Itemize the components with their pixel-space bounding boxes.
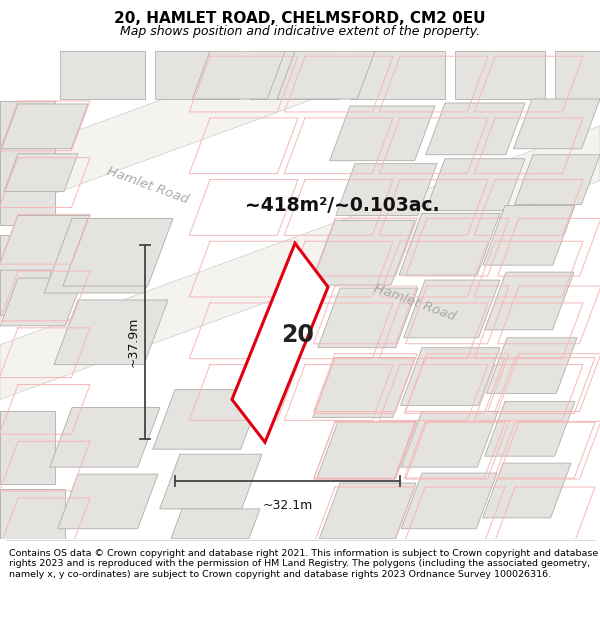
Text: Map shows position and indicative extent of the property.: Map shows position and indicative extent… [120,26,480,39]
Text: ~418m²/~0.103ac.: ~418m²/~0.103ac. [245,196,440,215]
Polygon shape [485,401,575,456]
Polygon shape [4,154,78,191]
Polygon shape [317,421,416,479]
Polygon shape [329,106,435,161]
Polygon shape [336,164,437,216]
Text: ~37.9m: ~37.9m [127,317,139,368]
Polygon shape [0,0,600,213]
Polygon shape [455,51,545,99]
Polygon shape [192,51,285,99]
Polygon shape [60,51,145,99]
Polygon shape [311,221,415,285]
Text: Hamlet Road: Hamlet Road [106,165,191,206]
Polygon shape [514,99,600,149]
Polygon shape [153,389,263,449]
Polygon shape [555,51,600,99]
Text: 20, HAMLET ROAD, CHELMSFORD, CM2 0EU: 20, HAMLET ROAD, CHELMSFORD, CM2 0EU [114,11,486,26]
Polygon shape [155,51,240,99]
Polygon shape [54,300,168,364]
Polygon shape [250,51,340,99]
Polygon shape [426,159,525,211]
Text: ~32.1m: ~32.1m [262,499,313,512]
Polygon shape [401,348,500,406]
Polygon shape [401,411,498,467]
Polygon shape [0,489,45,539]
Polygon shape [232,243,328,442]
Polygon shape [404,280,500,338]
Polygon shape [171,509,260,539]
Polygon shape [401,473,497,529]
Polygon shape [0,126,600,399]
Polygon shape [483,206,575,265]
Polygon shape [350,51,445,99]
Polygon shape [486,338,577,394]
Polygon shape [482,463,571,518]
Polygon shape [44,218,172,293]
Polygon shape [0,216,90,270]
Polygon shape [63,218,173,286]
Polygon shape [0,235,50,315]
Polygon shape [277,51,375,99]
Polygon shape [0,101,55,226]
Text: 20: 20 [281,322,314,347]
Polygon shape [58,474,158,529]
Polygon shape [0,411,55,484]
Polygon shape [485,272,574,330]
Polygon shape [515,155,600,204]
Polygon shape [1,104,88,149]
Polygon shape [313,357,415,418]
Polygon shape [160,454,262,509]
Polygon shape [318,288,418,348]
Polygon shape [426,103,525,155]
Polygon shape [399,213,500,275]
Text: Contains OS data © Crown copyright and database right 2021. This information is : Contains OS data © Crown copyright and d… [9,549,598,579]
Text: Hamlet Road: Hamlet Road [373,281,458,322]
Polygon shape [50,408,160,467]
Polygon shape [319,483,416,539]
Polygon shape [0,278,83,326]
Polygon shape [0,489,65,539]
